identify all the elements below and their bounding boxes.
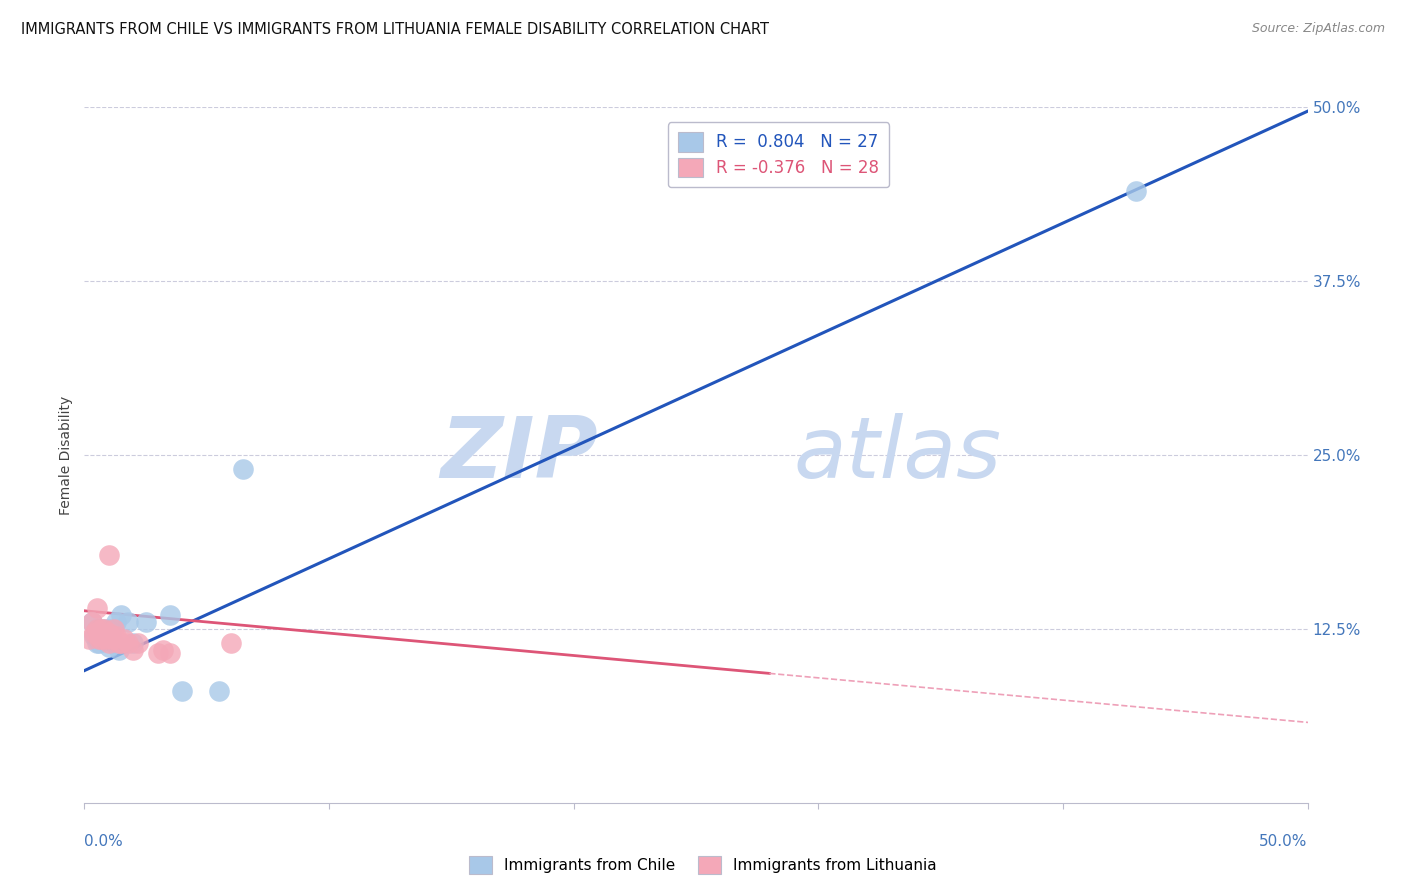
- Point: [97, 626, 120, 640]
- Point: [103, 636, 125, 650]
- Point: [117, 615, 139, 629]
- Legend: R =  0.804   N = 27, R = -0.376   N = 28: R = 0.804 N = 27, R = -0.376 N = 28: [668, 122, 890, 187]
- Point: [93, 622, 115, 636]
- Point: [86, 601, 108, 615]
- Point: [127, 636, 149, 650]
- Point: [1125, 184, 1147, 198]
- Text: 50.0%: 50.0%: [1260, 834, 1308, 849]
- Point: [159, 607, 181, 622]
- Point: [152, 642, 174, 657]
- Point: [90, 632, 112, 646]
- Point: [105, 629, 128, 643]
- Legend: Immigrants from Chile, Immigrants from Lithuania: Immigrants from Chile, Immigrants from L…: [463, 850, 943, 880]
- Point: [86, 622, 108, 636]
- Point: [105, 615, 128, 629]
- Point: [83, 626, 105, 640]
- Point: [172, 684, 194, 698]
- Text: ZIP: ZIP: [440, 413, 598, 497]
- Point: [103, 622, 125, 636]
- Point: [80, 615, 103, 629]
- Point: [93, 632, 115, 646]
- Point: [112, 632, 135, 646]
- Point: [135, 615, 157, 629]
- Point: [96, 632, 118, 646]
- Point: [97, 632, 120, 646]
- Point: [219, 636, 242, 650]
- Point: [83, 629, 105, 643]
- Point: [90, 632, 112, 646]
- Point: [100, 629, 122, 643]
- Point: [122, 636, 145, 650]
- Point: [159, 646, 181, 660]
- Point: [117, 636, 139, 650]
- Point: [100, 632, 122, 646]
- Point: [97, 636, 120, 650]
- Text: Source: ZipAtlas.com: Source: ZipAtlas.com: [1251, 22, 1385, 36]
- Point: [80, 615, 103, 629]
- Point: [107, 636, 129, 650]
- Point: [110, 636, 132, 650]
- Point: [86, 636, 108, 650]
- Point: [77, 632, 100, 646]
- Point: [86, 622, 108, 636]
- Point: [107, 642, 129, 657]
- Point: [90, 622, 112, 636]
- Text: 0.0%: 0.0%: [84, 834, 124, 849]
- Point: [208, 684, 231, 698]
- Point: [87, 632, 110, 646]
- Y-axis label: Female Disability: Female Disability: [59, 395, 73, 515]
- Point: [97, 622, 120, 636]
- Point: [97, 640, 120, 654]
- Point: [90, 629, 112, 643]
- Point: [97, 548, 120, 562]
- Point: [87, 636, 110, 650]
- Point: [93, 629, 115, 643]
- Point: [232, 462, 254, 476]
- Point: [122, 642, 145, 657]
- Point: [96, 629, 118, 643]
- Point: [87, 629, 110, 643]
- Point: [110, 607, 132, 622]
- Text: atlas: atlas: [794, 413, 1002, 497]
- Point: [146, 646, 169, 660]
- Point: [93, 622, 115, 636]
- Text: IMMIGRANTS FROM CHILE VS IMMIGRANTS FROM LITHUANIA FEMALE DISABILITY CORRELATION: IMMIGRANTS FROM CHILE VS IMMIGRANTS FROM…: [21, 22, 769, 37]
- Point: [87, 629, 110, 643]
